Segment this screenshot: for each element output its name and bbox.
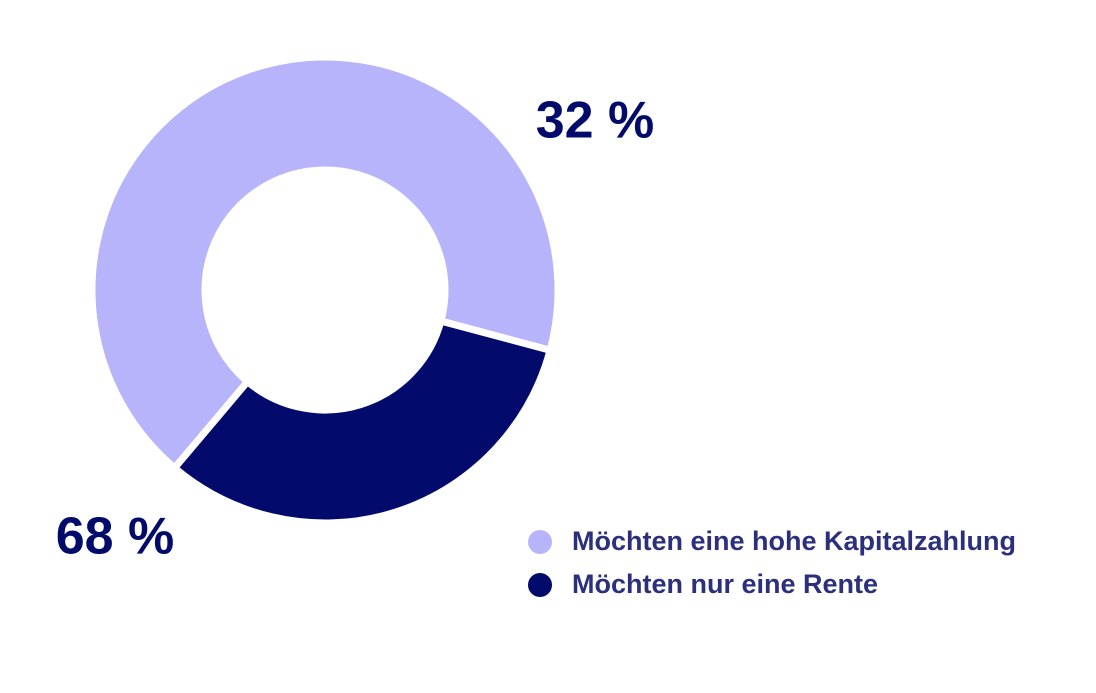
legend-label: Möchten nur eine Rente xyxy=(572,569,878,599)
slice xyxy=(88,53,562,472)
slice xyxy=(171,317,554,527)
value-label: 68 % xyxy=(56,508,175,566)
legend-marker xyxy=(528,530,552,554)
value-label: 32 % xyxy=(536,92,655,150)
legend-label: Möchten eine hohe Kapitalzahlung xyxy=(572,526,1016,556)
legend-marker xyxy=(528,573,552,597)
